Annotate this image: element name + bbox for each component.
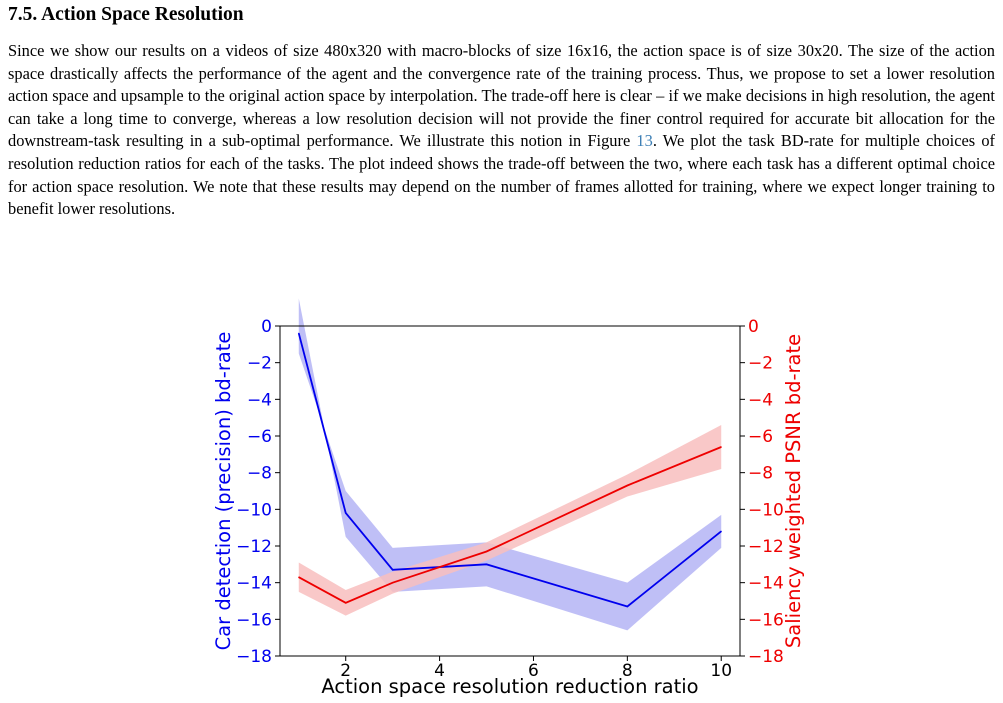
- right-tick-label: 0: [748, 317, 759, 337]
- left-axis-label: Car detection (precision) bd-rate: [212, 332, 235, 651]
- left-tick-label: −12: [236, 537, 272, 557]
- point-left-3: [485, 563, 488, 565]
- point-right-3: [485, 550, 488, 553]
- x-tick-label: 8: [622, 661, 633, 681]
- point-left-2: [392, 569, 394, 571]
- x-axis-ticks: 2 4 6 8 10: [340, 656, 732, 681]
- paragraph-text-after: . We plot the task BD-rate for multiple …: [8, 131, 995, 219]
- point-right-2: [392, 582, 394, 584]
- left-tick-label: −6: [247, 427, 272, 447]
- left-tick-label: −4: [247, 390, 272, 410]
- point-right-5: [720, 446, 722, 448]
- x-tick-label: 10: [710, 661, 732, 681]
- point-right-1: [345, 602, 347, 604]
- band-right: [298, 425, 722, 616]
- right-tick-label: −12: [748, 537, 784, 557]
- left-axis-ticks: 0 −2 −4 −6 −8 −10 −12 −14 −16 −18: [236, 317, 280, 667]
- point-right-0: [298, 576, 300, 578]
- plot-frame: [279, 325, 741, 657]
- point-left-0: [298, 332, 300, 334]
- paragraph-text-before: Since we show our results on a videos of…: [8, 41, 995, 151]
- body-paragraph: Since we show our results on a videos of…: [8, 40, 995, 221]
- x-tick-label: 2: [340, 661, 351, 681]
- band-left: [298, 298, 722, 631]
- left-tick-label: −8: [247, 464, 272, 484]
- confidence-bands: [298, 298, 722, 631]
- point-left-1: [345, 512, 347, 514]
- x-tick-label: 6: [528, 661, 539, 681]
- left-tick-label: −18: [236, 647, 272, 667]
- right-axis-ticks: 0 −2 −4 −6 −8 −10 −12 −14 −16 −18: [740, 317, 784, 667]
- right-axis-label: Saliency weighted PSNR bd-rate: [782, 334, 805, 648]
- right-tick-label: −16: [748, 610, 784, 630]
- right-tick-label: −18: [748, 647, 784, 667]
- right-tick-label: −10: [748, 500, 784, 520]
- right-tick-label: −8: [748, 464, 773, 484]
- right-tick-label: −2: [748, 354, 773, 374]
- right-tick-label: −14: [748, 574, 784, 594]
- left-tick-label: −16: [236, 610, 272, 630]
- point-left-4: [626, 605, 628, 608]
- left-tick-label: 0: [261, 317, 272, 337]
- right-tick-label: −6: [748, 427, 773, 447]
- point-left-5: [720, 530, 722, 532]
- x-axis-label: Action space resolution reduction ratio: [321, 675, 698, 698]
- line-right: [298, 446, 722, 604]
- left-tick-label: −10: [236, 500, 272, 520]
- point-right-4: [626, 484, 628, 487]
- x-tick-label: 4: [434, 661, 445, 681]
- figure-reference-link[interactable]: 13: [636, 131, 653, 151]
- series-lines: [297, 332, 722, 608]
- section-number: 7.5.: [8, 4, 38, 25]
- left-tick-label: −14: [236, 574, 272, 594]
- section-heading: 7.5. Action Space Resolution: [8, 4, 244, 26]
- right-tick-label: −4: [748, 390, 773, 410]
- left-tick-label: −2: [247, 354, 272, 374]
- section-title: Action Space Resolution: [41, 4, 244, 25]
